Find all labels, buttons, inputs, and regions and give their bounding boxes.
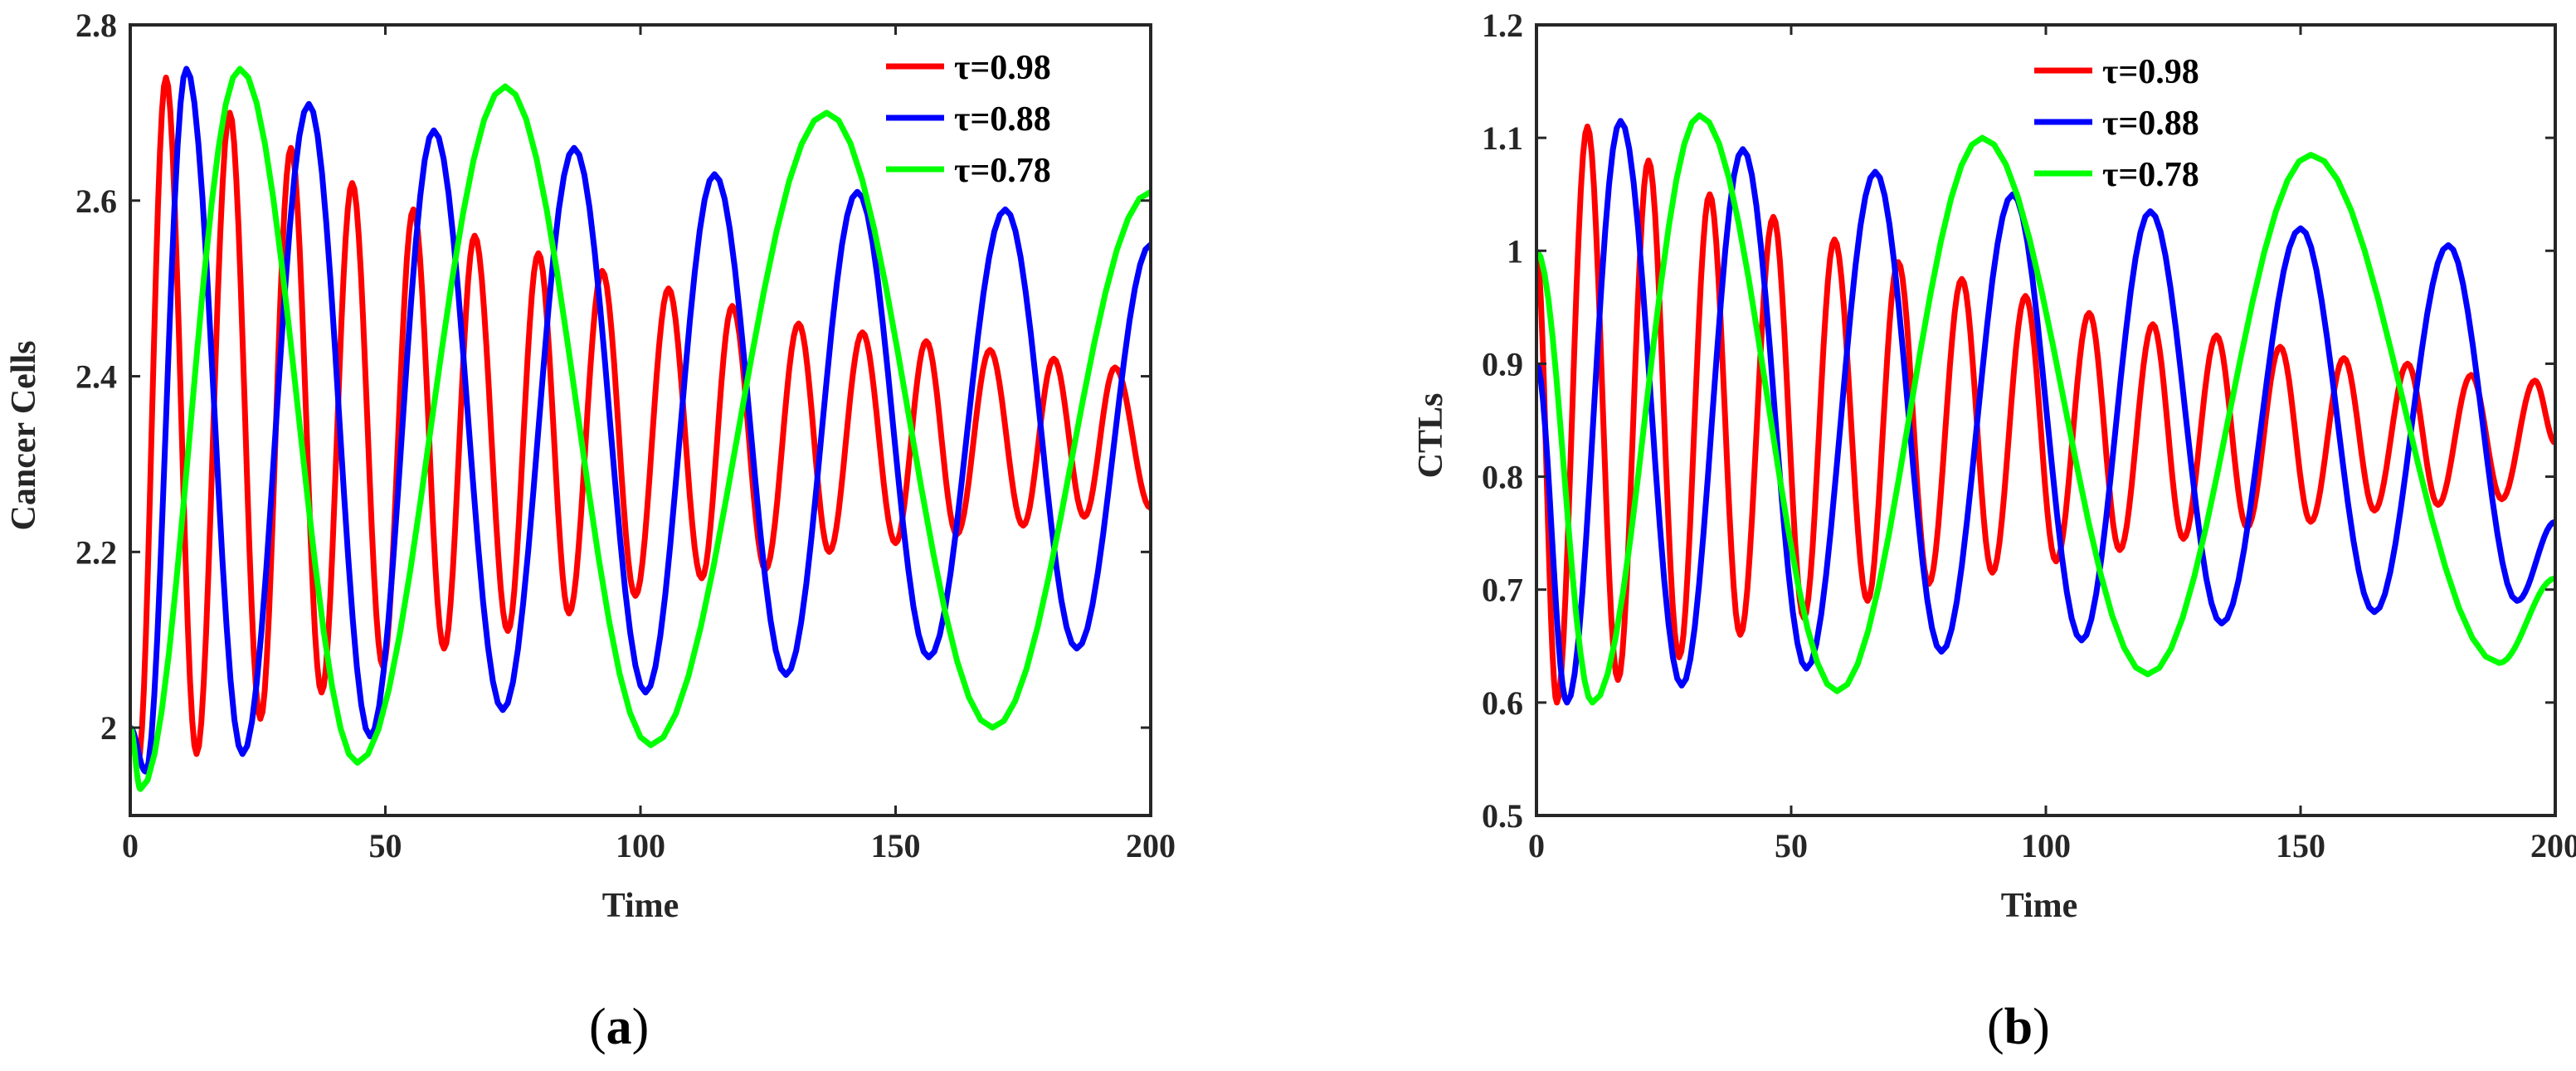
legend-a: τ=0.98 τ=0.88 τ=0.78 [886,49,1051,190]
x-tick-label-b-1: 50 [1775,827,1808,864]
y-tick-label-b-3: 0.8 [1482,459,1523,496]
y-tick-label-b-5: 1 [1507,232,1523,270]
y-tick-label-b-2: 0.7 [1482,572,1523,609]
panel-b-ctls: 0 50 100 150 200 0.5 0.6 0.7 0.8 0.9 1 1.1 1.2 τ=0.98… [1412,7,2576,1055]
panel-caption-b: (b) [1987,999,2050,1055]
x-axis-label-a: Time [602,887,679,925]
legend-label-a-1: τ=0.88 [954,100,1051,139]
x-tick-label-a-1: 50 [369,827,402,864]
y-tick-label-a-0: 2 [100,709,117,747]
y-axis-label-b: CTLs [1412,393,1450,479]
x-tick-label-a-4: 200 [1126,827,1176,864]
legend-b: τ=0.98 τ=0.88 τ=0.78 [2034,53,2199,194]
x-tick-label-b-2: 100 [2021,827,2071,864]
axes-box-a [129,23,1152,817]
y-tick-label-a-2: 2.4 [75,358,117,396]
legend-label-b-0: τ=0.98 [2102,53,2199,91]
legend-label-b-2: τ=0.78 [2102,156,2199,194]
x-axis-label-b: Time [2001,887,2078,925]
panel-label-a: a [606,999,632,1055]
legend-label-a-0: τ=0.98 [954,49,1051,87]
series-group-a [130,66,1151,792]
series-line-a-1 [130,66,1151,775]
x-tick-label-a-2: 100 [616,827,665,864]
plot-area-b: 0 50 100 150 200 0.5 0.6 0.7 0.8 0.9 1 1.1 1.2 τ=0.98… [1482,7,2576,864]
series-group-b [1536,112,2555,706]
legend-label-a-2: τ=0.78 [954,152,1051,190]
y-tick-label-b-7: 1.2 [1482,7,1523,44]
x-tick-label-a-3: 150 [871,827,921,864]
x-tick-label-b-3: 150 [2276,827,2325,864]
y-tick-label-b-6: 1.1 [1482,119,1523,157]
x-tick-label-b-4: 200 [2530,827,2576,864]
y-tick-label-a-3: 2.6 [75,183,117,220]
x-tick-label-a-0: 0 [122,827,139,864]
panel-a-cancer-cells: 0 50 100 150 20022.22.42.62.8τ=0.98τ=0.88τ=0… [5,7,1176,1055]
y-tick-label-b-4: 0.9 [1482,345,1523,382]
y-tick-label-a-4: 2.8 [75,7,117,44]
legend-label-b-1: τ=0.88 [2102,105,2199,143]
y-tick-label-b-1: 0.6 [1482,684,1523,722]
panel-caption-a: (a) [589,999,649,1055]
plot-area-a: 0 50 100 150 20022.22.42.62.8τ=0.98τ=0.88τ=0… [75,7,1176,864]
y-tick-label-b-0: 0.5 [1482,797,1523,835]
y-tick-label-a-1: 2.2 [75,533,117,571]
x-tick-label-b-0: 0 [1528,827,1545,864]
series-line-b-2 [1536,112,2555,706]
series-line-a-2 [130,66,1151,792]
panel-label-b: b [2004,999,2033,1055]
series-line-b-0 [1536,124,2555,706]
y-axis-label-a: Cancer Cells [5,340,43,530]
series-line-b-1 [1536,118,2555,706]
